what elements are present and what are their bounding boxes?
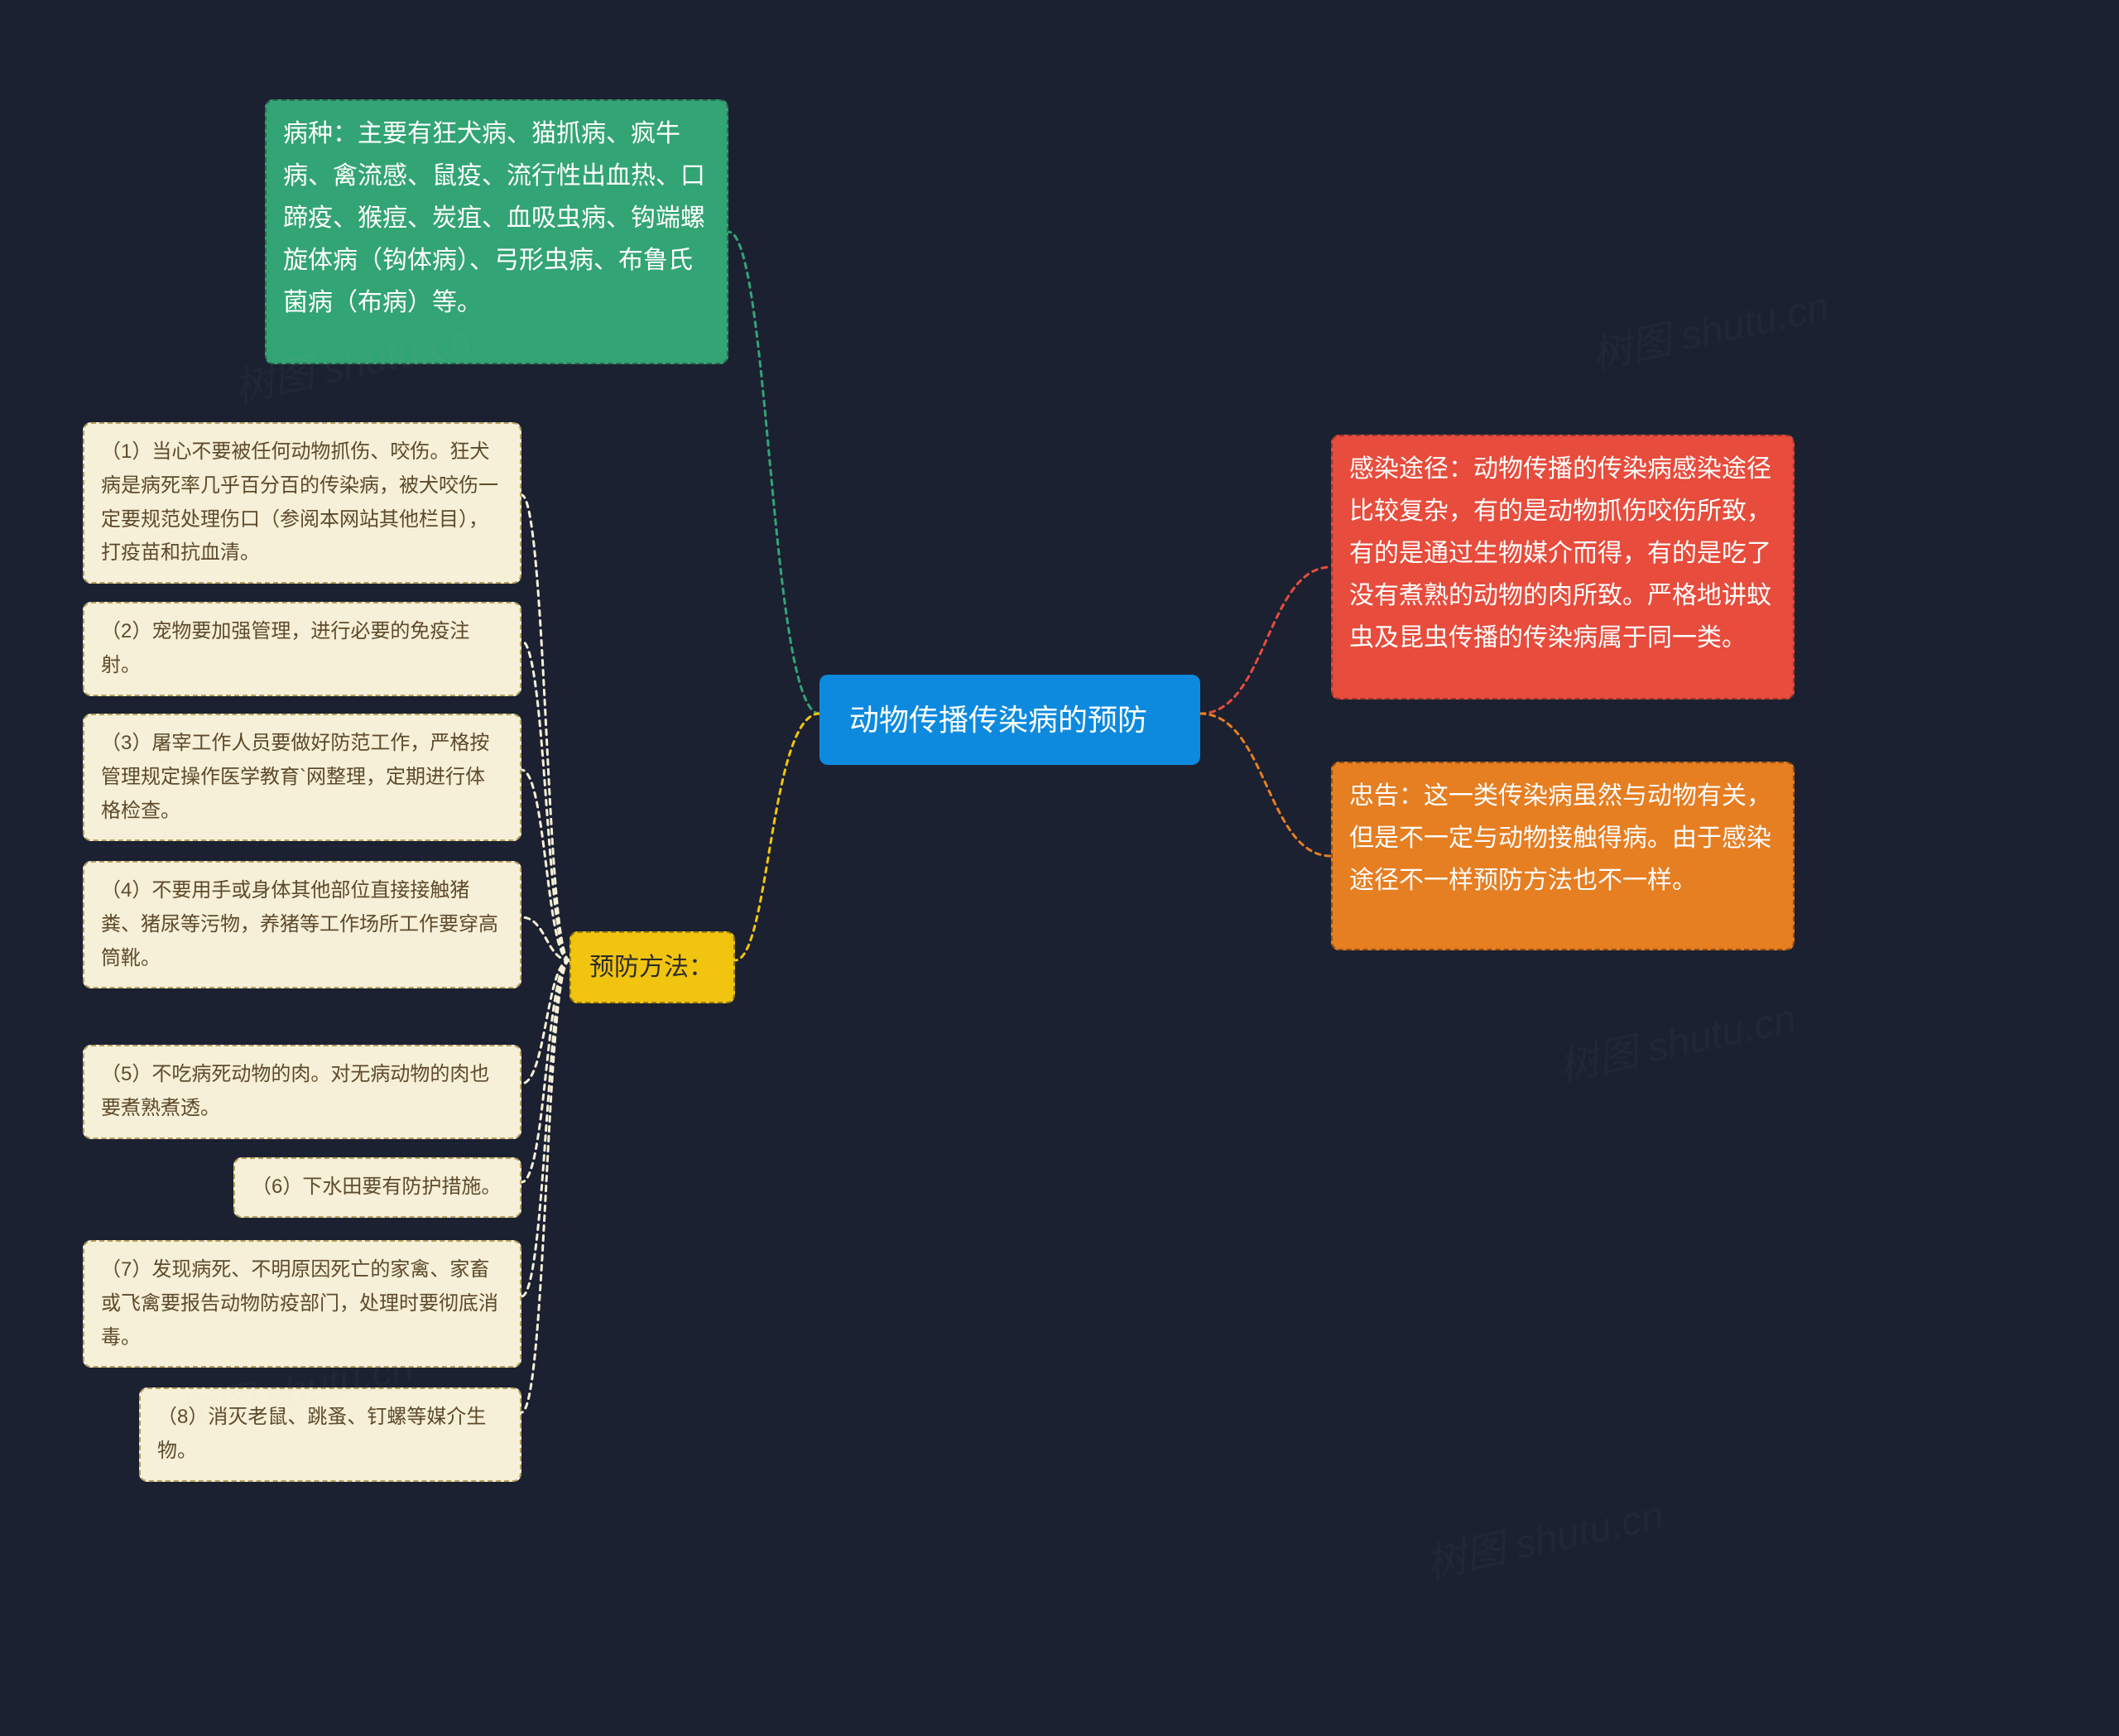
watermark: 树图 shutu.cn [1586, 274, 1833, 381]
branch-prevention-label[interactable]: 预防方法： [569, 931, 735, 1003]
branch-infection-route[interactable]: 感染途径：动物传播的传染病感染途径比较复杂，有的是动物抓伤咬伤所致，有的是通过生… [1331, 435, 1795, 700]
branch-diseases[interactable]: 病种：主要有狂犬病、猫抓病、疯牛病、禽流感、鼠疫、流行性出血热、口蹄疫、猴痘、炭… [265, 99, 728, 364]
prevention-method-1[interactable]: （1）当心不要被任何动物抓伤、咬伤。狂犬病是病死率几乎百分百的传染病，被犬咬伤一… [83, 422, 521, 584]
prevention-method-3[interactable]: （3）屠宰工作人员要做好防范工作，严格按管理规定操作医学教育`网整理，定期进行体… [83, 714, 521, 841]
branch-advice[interactable]: 忠告：这一类传染病虽然与动物有关，但是不一定与动物接触得病。由于感染途径不一样预… [1331, 762, 1795, 950]
prevention-method-4[interactable]: （4）不要用手或身体其他部位直接接触猪粪、猪尿等污物，养猪等工作场所工作要穿高筒… [83, 861, 521, 988]
prevention-method-8[interactable]: （8）消灭老鼠、跳蚤、钉螺等媒介生物。 [139, 1387, 521, 1482]
prevention-method-2[interactable]: （2）宠物要加强管理，进行必要的免疫注射。 [83, 602, 521, 696]
prevention-method-7[interactable]: （7）发现病死、不明原因死亡的家禽、家畜或飞禽要报告动物防疫部门，处理时要彻底消… [83, 1240, 521, 1368]
mindmap-canvas: 动物传播传染病的预防 病种：主要有狂犬病、猫抓病、疯牛病、禽流感、鼠疫、流行性出… [0, 0, 2119, 1736]
watermark: 树图 shutu.cn [1553, 986, 1800, 1093]
prevention-method-5[interactable]: （5）不吃病死动物的肉。对无病动物的肉也要煮熟煮透。 [83, 1045, 521, 1139]
prevention-method-6[interactable]: （6）下水田要有防护措施。 [233, 1157, 521, 1218]
central-topic[interactable]: 动物传播传染病的预防 [819, 675, 1200, 765]
watermark: 树图 shutu.cn [1420, 1483, 1668, 1589]
